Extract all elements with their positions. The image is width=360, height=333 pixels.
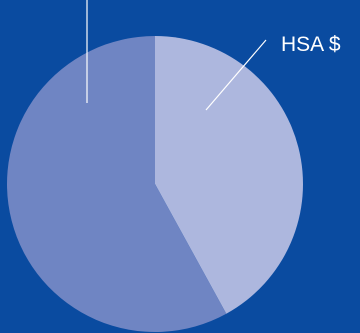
pie-slice-0 [155, 36, 304, 314]
pie-slices [7, 36, 304, 332]
leader-lines [86, 0, 267, 111]
slice-label-hsa: HSA $ [281, 33, 341, 56]
leader-line-0 [205, 39, 267, 111]
pie-slice-1 [7, 36, 227, 332]
